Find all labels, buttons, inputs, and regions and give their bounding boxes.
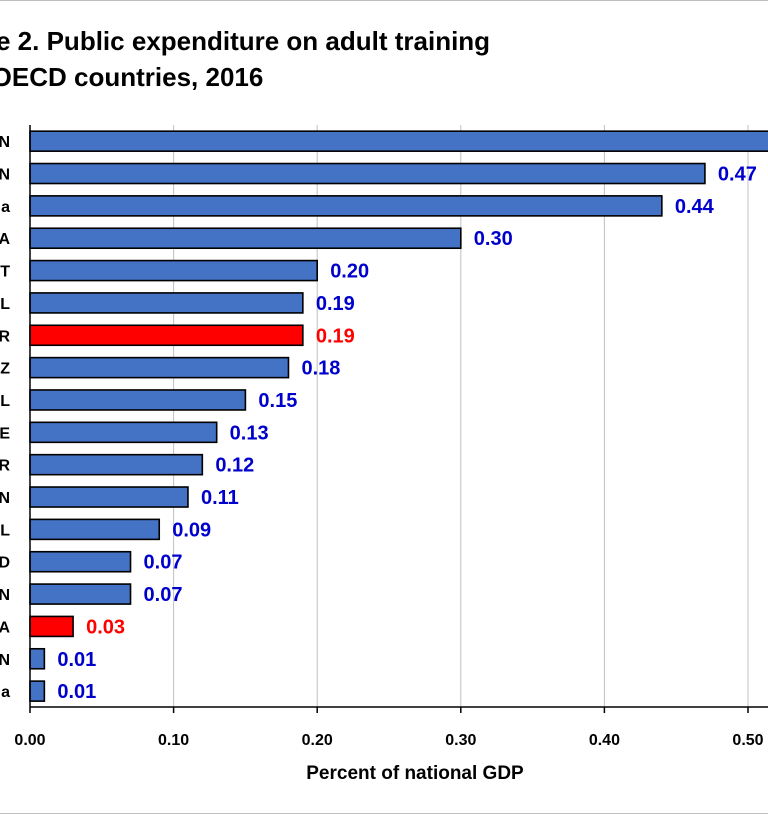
data-label: 0.15 xyxy=(258,390,297,412)
category-label: Z xyxy=(0,361,10,378)
category-label: R xyxy=(0,458,10,475)
data-label: 0.09 xyxy=(172,519,211,541)
category-label: a xyxy=(1,684,10,701)
data-label: 0.12 xyxy=(215,455,254,477)
chart-title-line-1: ure 2. Public expenditure on adult train… xyxy=(0,26,491,56)
bar xyxy=(29,550,132,573)
bar xyxy=(29,259,319,282)
category-label: R xyxy=(0,328,10,345)
bar xyxy=(29,389,247,411)
data-label: 0.01 xyxy=(57,649,96,671)
x-tick-label: 0.30 xyxy=(445,732,476,749)
x-tick-label: 0.20 xyxy=(302,732,333,749)
data-label: 0.47 xyxy=(718,164,757,186)
category-label: N xyxy=(0,652,10,669)
chart-title-line-2: 8 OECD countries, 2016 xyxy=(0,62,264,92)
bar xyxy=(29,324,304,347)
category-label: A xyxy=(0,619,10,636)
data-label: 0.30 xyxy=(474,228,513,250)
category-label: T xyxy=(0,264,10,281)
x-tick-label: 0.50 xyxy=(732,732,763,749)
category-label: N xyxy=(0,134,10,151)
bar xyxy=(29,615,74,638)
data-label: 0.07 xyxy=(144,552,183,574)
bar xyxy=(29,227,462,250)
bar xyxy=(29,130,768,152)
data-label: 0.03 xyxy=(86,616,125,638)
bar xyxy=(29,292,304,314)
category-label: N xyxy=(0,490,10,507)
bar xyxy=(29,680,46,702)
x-tick-label: 0.00 xyxy=(14,732,45,749)
data-label: 0.18 xyxy=(301,358,340,380)
category-label: L xyxy=(0,522,10,539)
category-label: N xyxy=(0,167,10,184)
category-label: L xyxy=(0,296,10,313)
bar xyxy=(29,518,161,541)
chart-title: ure 2. Public expenditure on adult train… xyxy=(0,23,490,95)
bar xyxy=(29,195,663,217)
data-label: 0.19 xyxy=(316,325,355,347)
category-label: L xyxy=(0,393,10,410)
bar xyxy=(29,162,706,185)
data-label: 0.13 xyxy=(230,422,269,444)
x-tick-label: 0.10 xyxy=(158,732,189,749)
bar xyxy=(29,583,132,605)
category-label: a xyxy=(1,199,10,216)
data-label: 0.20 xyxy=(330,261,369,283)
data-label: 0.19 xyxy=(316,293,355,315)
bar xyxy=(29,356,290,379)
x-tick-label: 0.40 xyxy=(589,732,620,749)
bar xyxy=(29,486,189,508)
category-label: E xyxy=(0,425,10,442)
data-label: 0.01 xyxy=(57,681,96,703)
bar xyxy=(29,453,204,476)
data-label: 0.11 xyxy=(201,487,239,509)
x-axis-title: Percent of national GDP xyxy=(306,763,524,784)
bar xyxy=(29,647,46,670)
data-label: 0.44 xyxy=(675,196,715,218)
category-label: N xyxy=(0,587,10,604)
bar xyxy=(29,421,218,444)
category-label: A xyxy=(0,231,10,248)
data-label: 0.07 xyxy=(144,584,183,606)
category-label: D xyxy=(0,555,10,572)
